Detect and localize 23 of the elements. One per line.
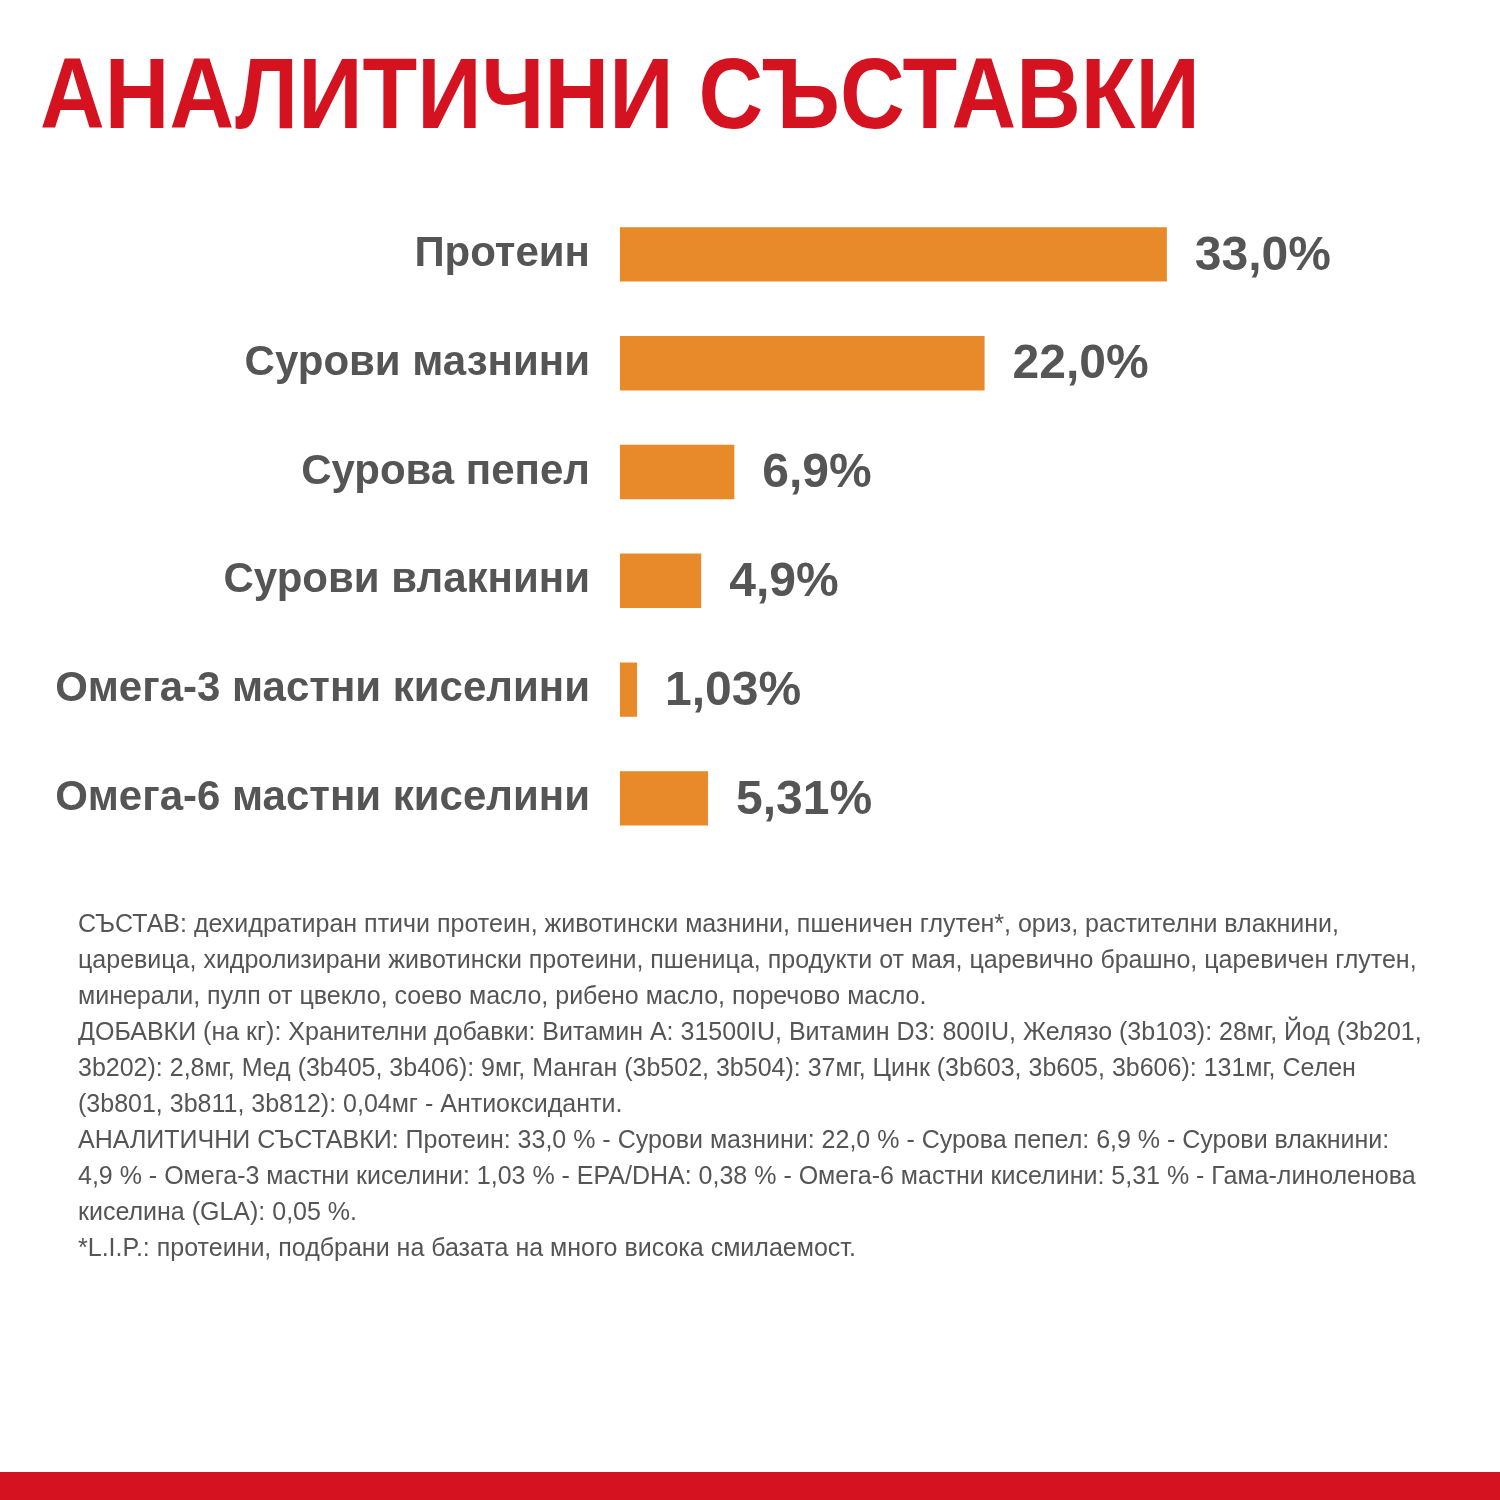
text: СЪСТАВ: дехидратиран птичи протеин, животински мазнини, пшеничен глутен*, ориз, растителни влакнини, царевица, хидролизирани животински протеини, пшеница, продукти от мая, царевично брашно, царевичен глутен, минерали, пулп от цвекло, соево масло, рибено масло, поречово масло. xyxy=(78,908,1418,1011)
bar xyxy=(620,553,702,608)
y-tick-label: Сурова пепел xyxy=(301,445,590,493)
text: ДОБАВКИ (на кг): Хранителни добавки: Витамин A: 31500IU, Витамин D3: 800IU, Желязо (3b103): 28мг, Йод (3b201, 3b202): 2,8мг, Мед (3b405, 3b406): 9мг, Манган (3b502, 3b504): 37мг, Цинк (3b603, 3b605, 3b606): 131мг, Селен (3b801, 3b811, 3b812): 0,04мг - Антиоксиданти. xyxy=(78,1015,1423,1119)
text: АНАЛИТИЧНИ СЪСТАВКИ: Протеин: 33,0 % - Сурови мазнини: 22,0 % - Сурова пепел: 6,9 % - Сурови влакнини: 4,9 % - Омега-3 мастни киселини: 1,03 % - EPA/DHA: 0,38 % - Омега-6 мастни киселини: 5,31 % - Гама-линоленова киселина (GLA): 0,05 %. xyxy=(78,1124,1417,1227)
bar xyxy=(620,771,708,826)
y-tick-label: Протеин xyxy=(414,227,590,275)
text: *L.I.P.: протеини, подбрани на базата на много висока смилаемост. xyxy=(78,1232,857,1263)
data-label: 5,31% xyxy=(735,770,873,824)
chart-title: АНАЛИТИЧНИ СЪСТАВКИ xyxy=(40,36,1200,149)
bar xyxy=(620,444,735,500)
data-label: 22,0% xyxy=(1012,335,1149,389)
data-label: 1,03% xyxy=(665,661,802,715)
data-label: 4,9% xyxy=(729,553,839,607)
y-tick-label: Омега-3 мастни киселини xyxy=(55,663,590,711)
data-label: 33,0% xyxy=(1194,226,1331,280)
bar xyxy=(620,227,1167,282)
y-tick-label: Омега-6 мастни киселини xyxy=(55,771,590,819)
data-label: 6,9% xyxy=(762,444,872,498)
bar xyxy=(620,662,638,717)
bar xyxy=(620,336,985,391)
y-tick-label: Сурови мазнини xyxy=(244,336,590,384)
y-tick-label: Сурови влакнини xyxy=(223,554,590,602)
